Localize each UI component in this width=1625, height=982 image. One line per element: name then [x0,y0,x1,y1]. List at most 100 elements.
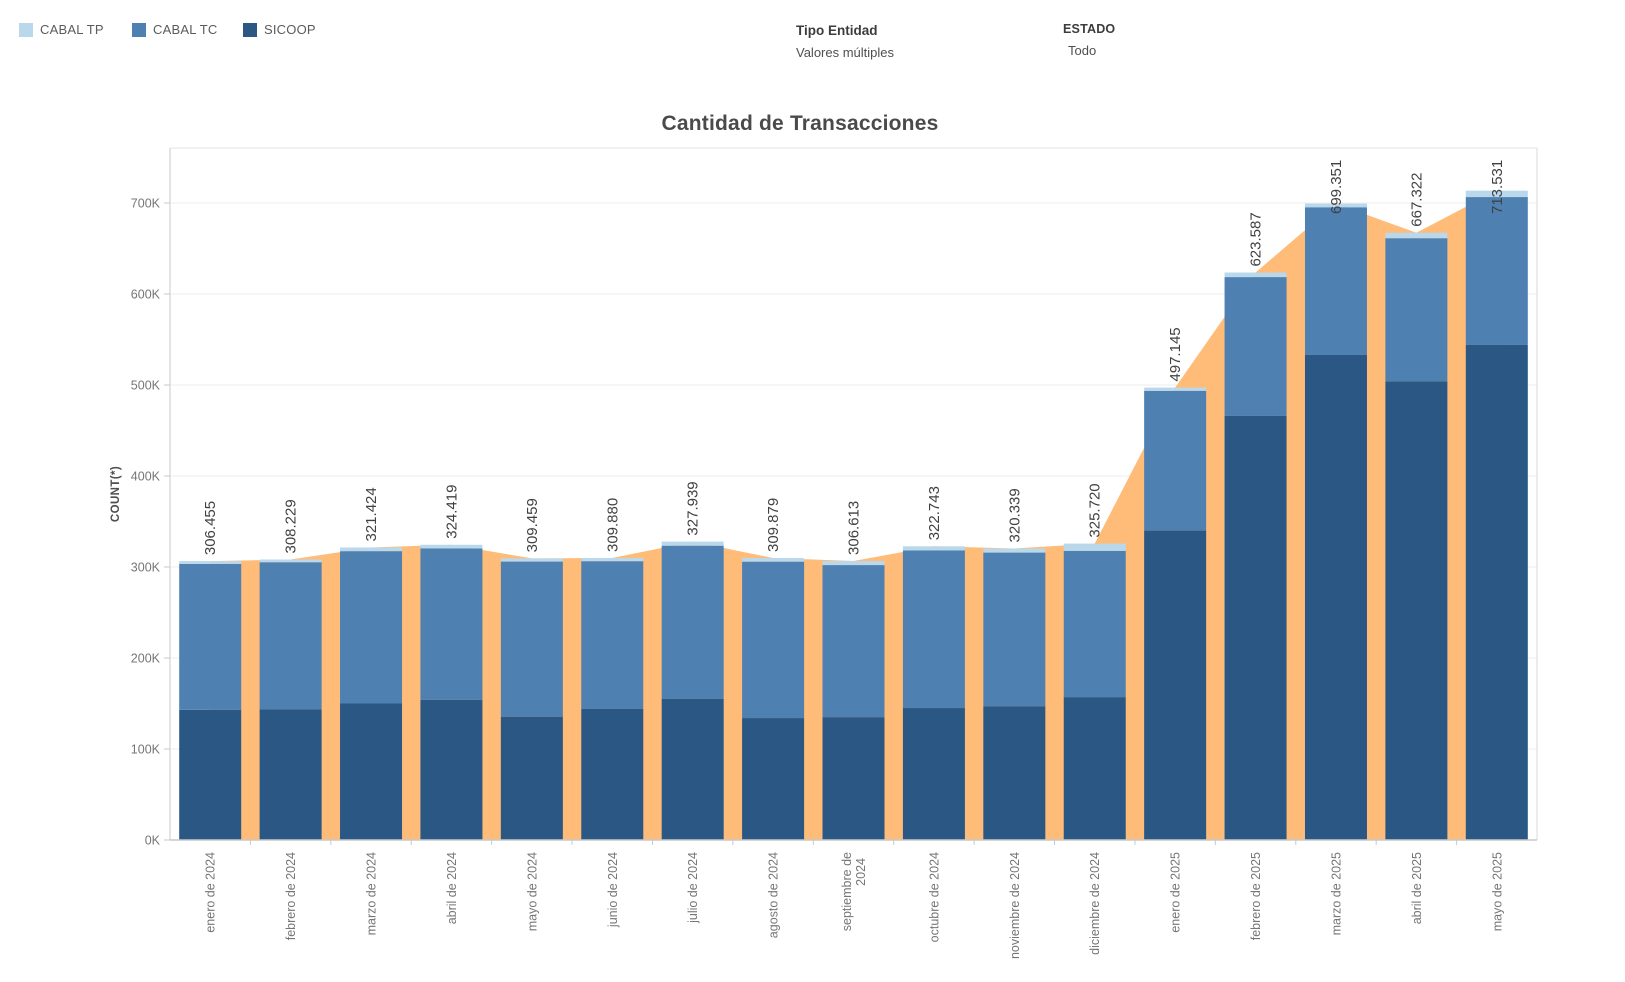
x-axis-label: abril de 2024 [445,852,459,924]
bar-segment-sicoop[interactable] [1304,354,1367,840]
legend-item-cabal-tc[interactable]: CABAL TC [132,22,217,37]
bar-value-label: 497.145 [1167,327,1184,381]
bar-segment-cabal-tp[interactable] [259,559,322,563]
filter-tipo-entidad-label: Tipo Entidad [796,23,878,38]
filter-estado-value[interactable]: Todo [1068,43,1097,58]
bar-segment-cabal-tc[interactable] [902,550,965,709]
bar-value-label: 306.613 [846,501,863,555]
bar-value-label: 320.339 [1006,488,1023,542]
x-axis-label: junio de 2024 [606,852,620,928]
bar-segment-cabal-tc[interactable] [1385,238,1448,382]
bar-value-label: 325.720 [1087,483,1104,537]
bar-segment-cabal-tp[interactable] [500,558,563,562]
chart-title: Cantidad de Transacciones [661,112,939,135]
bar-segment-cabal-tp[interactable] [420,544,483,549]
y-tick-label: 0K [145,834,161,848]
bar-segment-sicoop[interactable] [340,703,403,841]
bar-segment-sicoop[interactable] [742,718,805,840]
bar-segment-cabal-tc[interactable] [1224,277,1287,416]
bar-value-label: 623.587 [1248,212,1265,266]
filter-tipo-entidad[interactable]: Tipo Entidad Valores múltiples [796,23,894,60]
y-tick-label: 600K [131,288,161,302]
bar-segment-cabal-tp[interactable] [1144,387,1207,391]
legend-item-cabal-tp[interactable]: CABAL TP [19,22,104,37]
bar-segment-cabal-tp[interactable] [1304,203,1367,208]
bar-segment-cabal-tp[interactable] [1224,272,1287,278]
bar-segment-cabal-tp[interactable] [902,546,965,551]
bar-segment-cabal-tc[interactable] [340,551,403,704]
x-axis-label: agosto de 2024 [767,852,781,938]
x-axis-label: mayo de 2024 [525,852,539,931]
bar-segment-sicoop[interactable] [1465,344,1528,840]
bar-segment-cabal-tp[interactable] [1063,543,1126,551]
bar-segment-sicoop[interactable] [581,708,644,840]
x-axis-label: 2024 [854,858,868,886]
x-axis-label: enero de 2025 [1169,852,1183,933]
bar-segment-cabal-tp[interactable] [822,560,885,566]
bar-segment-cabal-tc[interactable] [1304,207,1367,355]
bar-segment-cabal-tp[interactable] [179,561,242,564]
bar-segment-sicoop[interactable] [259,709,322,840]
bar-segment-sicoop[interactable] [420,699,483,840]
legend-swatch-cabal-tp [19,22,33,37]
bar-segment-cabal-tc[interactable] [822,565,885,718]
bar-value-label: 327.939 [685,481,702,535]
y-axis-title: COUNT(*) [110,466,122,522]
bar-segment-cabal-tc[interactable] [1063,550,1126,698]
bar-value-label: 309.459 [524,498,541,552]
bar-segment-sicoop[interactable] [1224,415,1287,840]
bar-segment-cabal-tc[interactable] [983,552,1046,707]
x-axis-label: septiembre de [840,852,854,931]
legend-swatch-sicoop [243,22,257,37]
bar-segment-cabal-tc[interactable] [179,563,242,710]
bar-segment-cabal-tc[interactable] [1465,197,1528,345]
y-tick-label: 300K [131,561,161,575]
bar-segment-sicoop[interactable] [179,709,242,840]
x-axis-label: julio de 2024 [686,852,700,924]
bar-segment-cabal-tp[interactable] [340,547,403,552]
bar-segment-cabal-tc[interactable] [1144,390,1207,531]
x-axis-label: febrero de 2025 [1249,852,1263,940]
bar-segment-cabal-tc[interactable] [500,561,563,717]
bar-segment-sicoop[interactable] [822,717,885,840]
bar-segment-cabal-tp[interactable] [1465,190,1528,198]
bar-segment-cabal-tc[interactable] [420,548,483,700]
bar-segment-cabal-tc[interactable] [661,545,724,699]
bar-value-label: 324.419 [443,485,460,539]
bar-value-label: 321.424 [363,487,380,541]
bar-segment-sicoop[interactable] [661,698,724,840]
legend-swatch-cabal-tc [132,22,146,37]
bar-value-label: 308.229 [283,499,300,553]
bar-segment-sicoop[interactable] [1385,381,1448,840]
bar-segment-cabal-tp[interactable] [742,558,805,562]
filter-estado[interactable]: ESTADO Todo [1063,22,1115,58]
y-tick-label: 100K [131,743,161,757]
bar-segment-sicoop[interactable] [902,708,965,840]
bar-segment-cabal-tc[interactable] [742,561,805,719]
bar-segment-cabal-tc[interactable] [259,562,322,710]
x-axis-label: noviembre de 2024 [1008,852,1022,959]
x-axis-label: mayo de 2025 [1490,852,1504,931]
bar-segment-cabal-tc[interactable] [581,561,644,709]
bar-segment-cabal-tp[interactable] [581,558,644,562]
legend-label: SICOOP [264,22,316,37]
bar-segment-sicoop[interactable] [500,716,563,840]
legend-item-sicoop[interactable]: SICOOP [243,22,316,37]
bar-segment-sicoop[interactable] [1063,697,1126,840]
filter-estado-label: ESTADO [1063,22,1116,36]
legend-label: CABAL TP [40,22,104,37]
bar-value-label: 322.743 [926,486,943,540]
x-axis-label: febrero de 2024 [284,852,298,940]
bar-segment-sicoop[interactable] [1144,530,1207,840]
y-tick-label: 700K [131,197,161,211]
filter-tipo-entidad-value[interactable]: Valores múltiples [796,45,895,60]
bar-segment-cabal-tp[interactable] [983,548,1046,553]
y-tick-label: 400K [131,470,161,484]
bar-segment-cabal-tp[interactable] [1385,232,1448,239]
bar-segment-sicoop[interactable] [983,706,1046,840]
x-axis-label: enero de 2024 [204,852,218,933]
legend-label: CABAL TC [153,22,218,37]
x-axis-label: octubre de 2024 [927,852,941,942]
x-axis-label: marzo de 2025 [1329,852,1343,935]
bar-segment-cabal-tp[interactable] [661,541,724,546]
